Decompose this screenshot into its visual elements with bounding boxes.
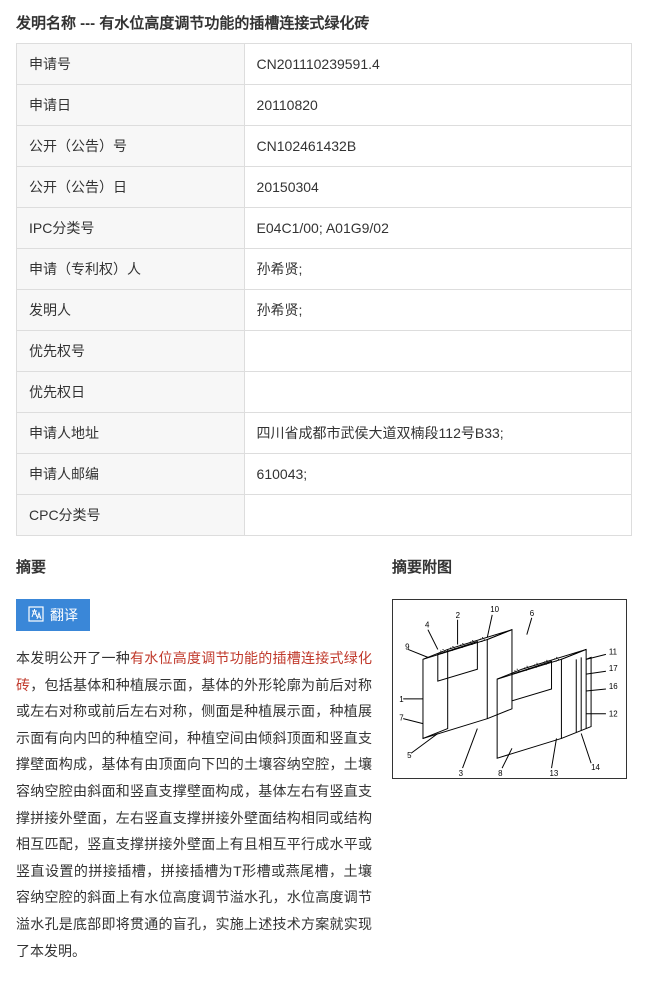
table-value: 610043; bbox=[244, 454, 631, 495]
table-label: 优先权号 bbox=[17, 331, 245, 372]
title-prefix: 发明名称 --- bbox=[16, 15, 99, 32]
table-label: 申请日 bbox=[17, 85, 245, 126]
abstract-text: 本发明公开了一种有水位高度调节功能的插槽连接式绿化砖，包括基体和种植展示面，基体… bbox=[16, 645, 372, 964]
svg-text:4: 4 bbox=[425, 621, 430, 630]
table-value: 20110820 bbox=[244, 85, 631, 126]
svg-text:16: 16 bbox=[609, 682, 618, 691]
table-value: E04C1/00; A01G9/02 bbox=[244, 208, 631, 249]
table-row: 申请日20110820 bbox=[17, 85, 632, 126]
table-label: 优先权日 bbox=[17, 372, 245, 413]
table-value: 孙希贤; bbox=[244, 249, 631, 290]
table-value: 孙希贤; bbox=[244, 290, 631, 331]
figure-heading: 摘要附图 bbox=[392, 556, 632, 577]
svg-text:1: 1 bbox=[399, 695, 404, 704]
table-value bbox=[244, 495, 631, 536]
svg-text:10: 10 bbox=[490, 605, 499, 614]
table-label: 申请（专利权）人 bbox=[17, 249, 245, 290]
table-value: 四川省成都市武侯大道双楠段112号B33; bbox=[244, 413, 631, 454]
svg-text:5: 5 bbox=[407, 751, 412, 760]
table-label: 申请人地址 bbox=[17, 413, 245, 454]
svg-text:2: 2 bbox=[456, 611, 460, 620]
title-main: 有水位高度调节功能的插槽连接式绿化砖 bbox=[99, 15, 369, 32]
abstract-figure: 10426917538111716121314 bbox=[392, 599, 627, 779]
table-row: 发明人孙希贤; bbox=[17, 290, 632, 331]
svg-text:13: 13 bbox=[550, 769, 559, 778]
table-label: CPC分类号 bbox=[17, 495, 245, 536]
table-row: 申请号CN201110239591.4 bbox=[17, 44, 632, 85]
table-row: IPC分类号E04C1/00; A01G9/02 bbox=[17, 208, 632, 249]
table-label: 发明人 bbox=[17, 290, 245, 331]
table-row: 申请（专利权）人孙希贤; bbox=[17, 249, 632, 290]
details-table: 申请号CN201110239591.4申请日20110820公开（公告）号CN1… bbox=[16, 43, 632, 536]
abstract-heading: 摘要 bbox=[16, 556, 372, 577]
table-value bbox=[244, 331, 631, 372]
translate-label: 翻译 bbox=[50, 605, 78, 625]
table-row: 优先权号 bbox=[17, 331, 632, 372]
table-label: 公开（公告）日 bbox=[17, 167, 245, 208]
table-row: CPC分类号 bbox=[17, 495, 632, 536]
table-row: 公开（公告）日20150304 bbox=[17, 167, 632, 208]
svg-text:14: 14 bbox=[591, 763, 600, 772]
svg-text:3: 3 bbox=[459, 769, 464, 778]
svg-text:8: 8 bbox=[498, 769, 503, 778]
table-label: 申请人邮编 bbox=[17, 454, 245, 495]
abstract-pre: 本发明公开了一种 bbox=[16, 650, 130, 666]
svg-text:9: 9 bbox=[405, 642, 410, 651]
table-row: 优先权日 bbox=[17, 372, 632, 413]
table-row: 公开（公告）号CN102461432B bbox=[17, 126, 632, 167]
table-label: 公开（公告）号 bbox=[17, 126, 245, 167]
table-value: 20150304 bbox=[244, 167, 631, 208]
table-row: 申请人邮编610043; bbox=[17, 454, 632, 495]
svg-text:11: 11 bbox=[609, 647, 618, 656]
table-value bbox=[244, 372, 631, 413]
translate-icon bbox=[28, 606, 44, 625]
svg-text:17: 17 bbox=[609, 664, 618, 673]
translate-button[interactable]: 翻译 bbox=[16, 599, 90, 631]
svg-text:12: 12 bbox=[609, 710, 618, 719]
abstract-post: ，包括基体和种植展示面，基体的外形轮廓为前后对称或左右对称或前后左右对称，侧面是… bbox=[16, 677, 372, 959]
svg-text:6: 6 bbox=[530, 609, 535, 618]
page-title: 发明名称 --- 有水位高度调节功能的插槽连接式绿化砖 bbox=[16, 12, 632, 33]
table-label: 申请号 bbox=[17, 44, 245, 85]
table-value: CN102461432B bbox=[244, 126, 631, 167]
svg-text:7: 7 bbox=[399, 714, 403, 723]
table-label: IPC分类号 bbox=[17, 208, 245, 249]
table-row: 申请人地址四川省成都市武侯大道双楠段112号B33; bbox=[17, 413, 632, 454]
table-value: CN201110239591.4 bbox=[244, 44, 631, 85]
